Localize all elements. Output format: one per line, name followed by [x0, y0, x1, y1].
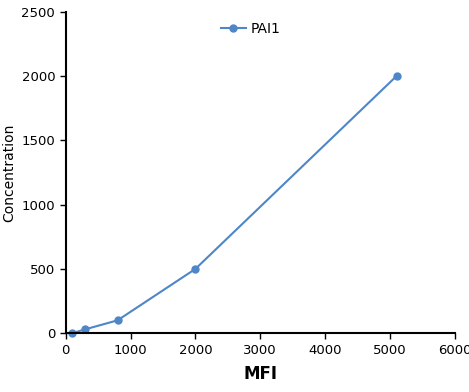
PAI1	[394, 74, 400, 78]
X-axis label: MFI: MFI	[243, 365, 277, 383]
Legend: PAI1: PAI1	[220, 22, 281, 36]
PAI1	[69, 331, 75, 336]
PAI1	[115, 318, 121, 323]
Y-axis label: Concentration: Concentration	[2, 123, 16, 221]
PAI1	[193, 267, 198, 271]
PAI1	[82, 327, 88, 332]
Line: PAI1: PAI1	[68, 73, 400, 337]
